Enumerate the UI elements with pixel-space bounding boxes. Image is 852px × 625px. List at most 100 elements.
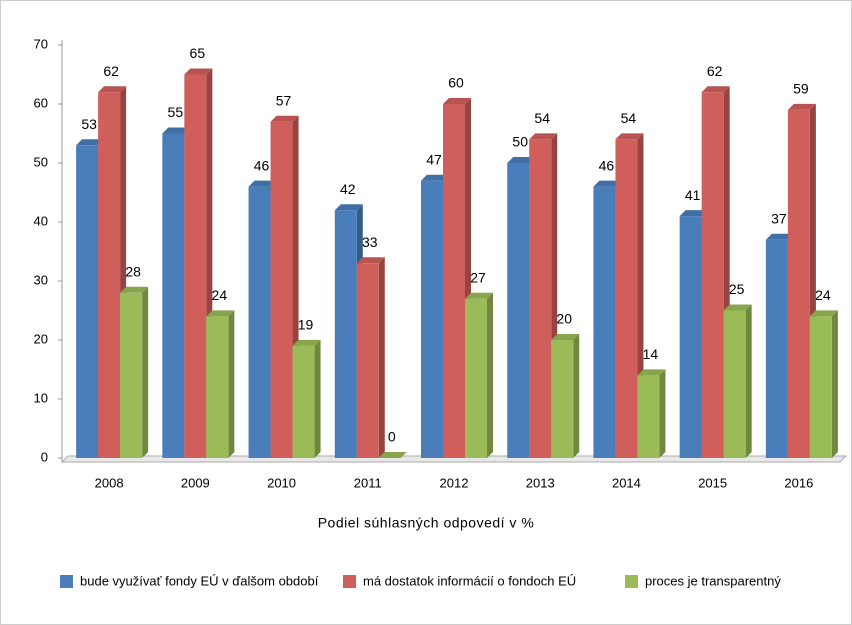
y-tick-label: 30 [34,272,48,287]
data-label: 62 [707,63,723,79]
bar [529,139,552,458]
x-tick-label: 2015 [698,475,727,490]
data-label: 50 [512,134,528,150]
bar-side [831,310,838,458]
y-tick-label: 70 [34,36,48,51]
data-label: 0 [388,429,396,445]
bar [421,180,443,458]
bar-top [76,139,105,146]
data-label: 19 [298,317,314,333]
bar [701,92,724,458]
x-tick-label: 2009 [181,475,210,490]
data-label: 55 [168,104,184,120]
data-label: 42 [340,181,356,197]
bar-top [787,103,816,110]
bar [292,345,315,458]
bar [679,216,702,458]
bar-top [765,233,794,240]
bar [723,310,746,458]
data-label: 62 [103,63,119,79]
data-label: 28 [125,264,141,280]
bar-top [443,98,471,104]
bar-top [615,133,644,140]
bar-top [593,180,622,187]
bar-top [206,310,235,317]
bar-side [487,292,493,458]
bar [270,121,293,458]
bar-top [270,115,299,122]
bar-side [314,339,321,458]
bar [507,163,530,458]
bar-top [507,157,536,163]
bar [787,109,810,459]
x-tick-label: 2008 [95,475,124,490]
legend-label: má dostatok informácií o fondoch EÚ [363,573,576,588]
bar-top [184,68,213,75]
data-label: 46 [254,157,270,173]
bar-top [529,133,558,140]
x-tick-label: 2011 [354,475,382,490]
bar-side [745,304,752,458]
bar-top [378,452,407,458]
data-label: 20 [556,311,572,327]
bar [98,92,121,458]
bar-side [573,334,580,458]
bar [162,133,185,458]
x-tick-label: 2016 [784,475,813,490]
bar [356,263,379,458]
bar-top [98,86,127,93]
bar [184,74,207,458]
data-label: 57 [276,92,292,108]
bar-top [120,286,149,293]
data-label: 24 [212,287,228,303]
bar [248,186,271,458]
bar [637,375,660,458]
data-label: 33 [362,234,378,250]
bar-top [248,180,277,187]
bar-top [809,310,838,317]
data-label: 54 [534,110,550,126]
bar [206,316,229,458]
data-label: 65 [190,45,206,61]
bar-top [723,304,752,311]
y-tick-label: 40 [34,213,48,228]
legend-label: proces je transparentný [645,573,781,588]
x-axis-title: Podiel súhlasných odpovedí v % [318,515,535,531]
data-label: 54 [621,110,637,126]
x-tick-label: 2010 [267,475,296,490]
bar-side [142,286,149,458]
bar-top [465,292,493,299]
bar [443,104,465,458]
data-label: 37 [771,210,787,226]
bar [76,145,99,459]
data-label: 14 [643,346,659,362]
bar-side [659,369,666,458]
bar [593,186,616,458]
bar [809,316,832,458]
data-label: 59 [793,81,809,97]
y-tick-label: 0 [41,449,48,464]
bar [765,239,788,458]
bar-side [378,257,385,458]
x-tick-label: 2013 [526,475,555,490]
bar-top [162,127,191,134]
x-tick-label: 2014 [612,475,641,490]
data-label: 60 [448,75,464,91]
data-label: 27 [470,269,486,285]
legend-swatch [625,575,638,588]
bar [465,298,487,458]
bar [120,292,143,458]
data-label: 53 [81,116,97,132]
legend-swatch [343,575,356,588]
data-label: 24 [815,287,831,303]
bar-top [637,369,666,376]
bar-top [292,339,321,346]
bar-top [421,174,449,181]
bar [615,139,638,458]
data-label: 25 [729,281,745,297]
bar [334,210,357,458]
data-label: 41 [685,187,701,203]
bar-top [334,204,363,211]
bar-side [228,310,235,458]
